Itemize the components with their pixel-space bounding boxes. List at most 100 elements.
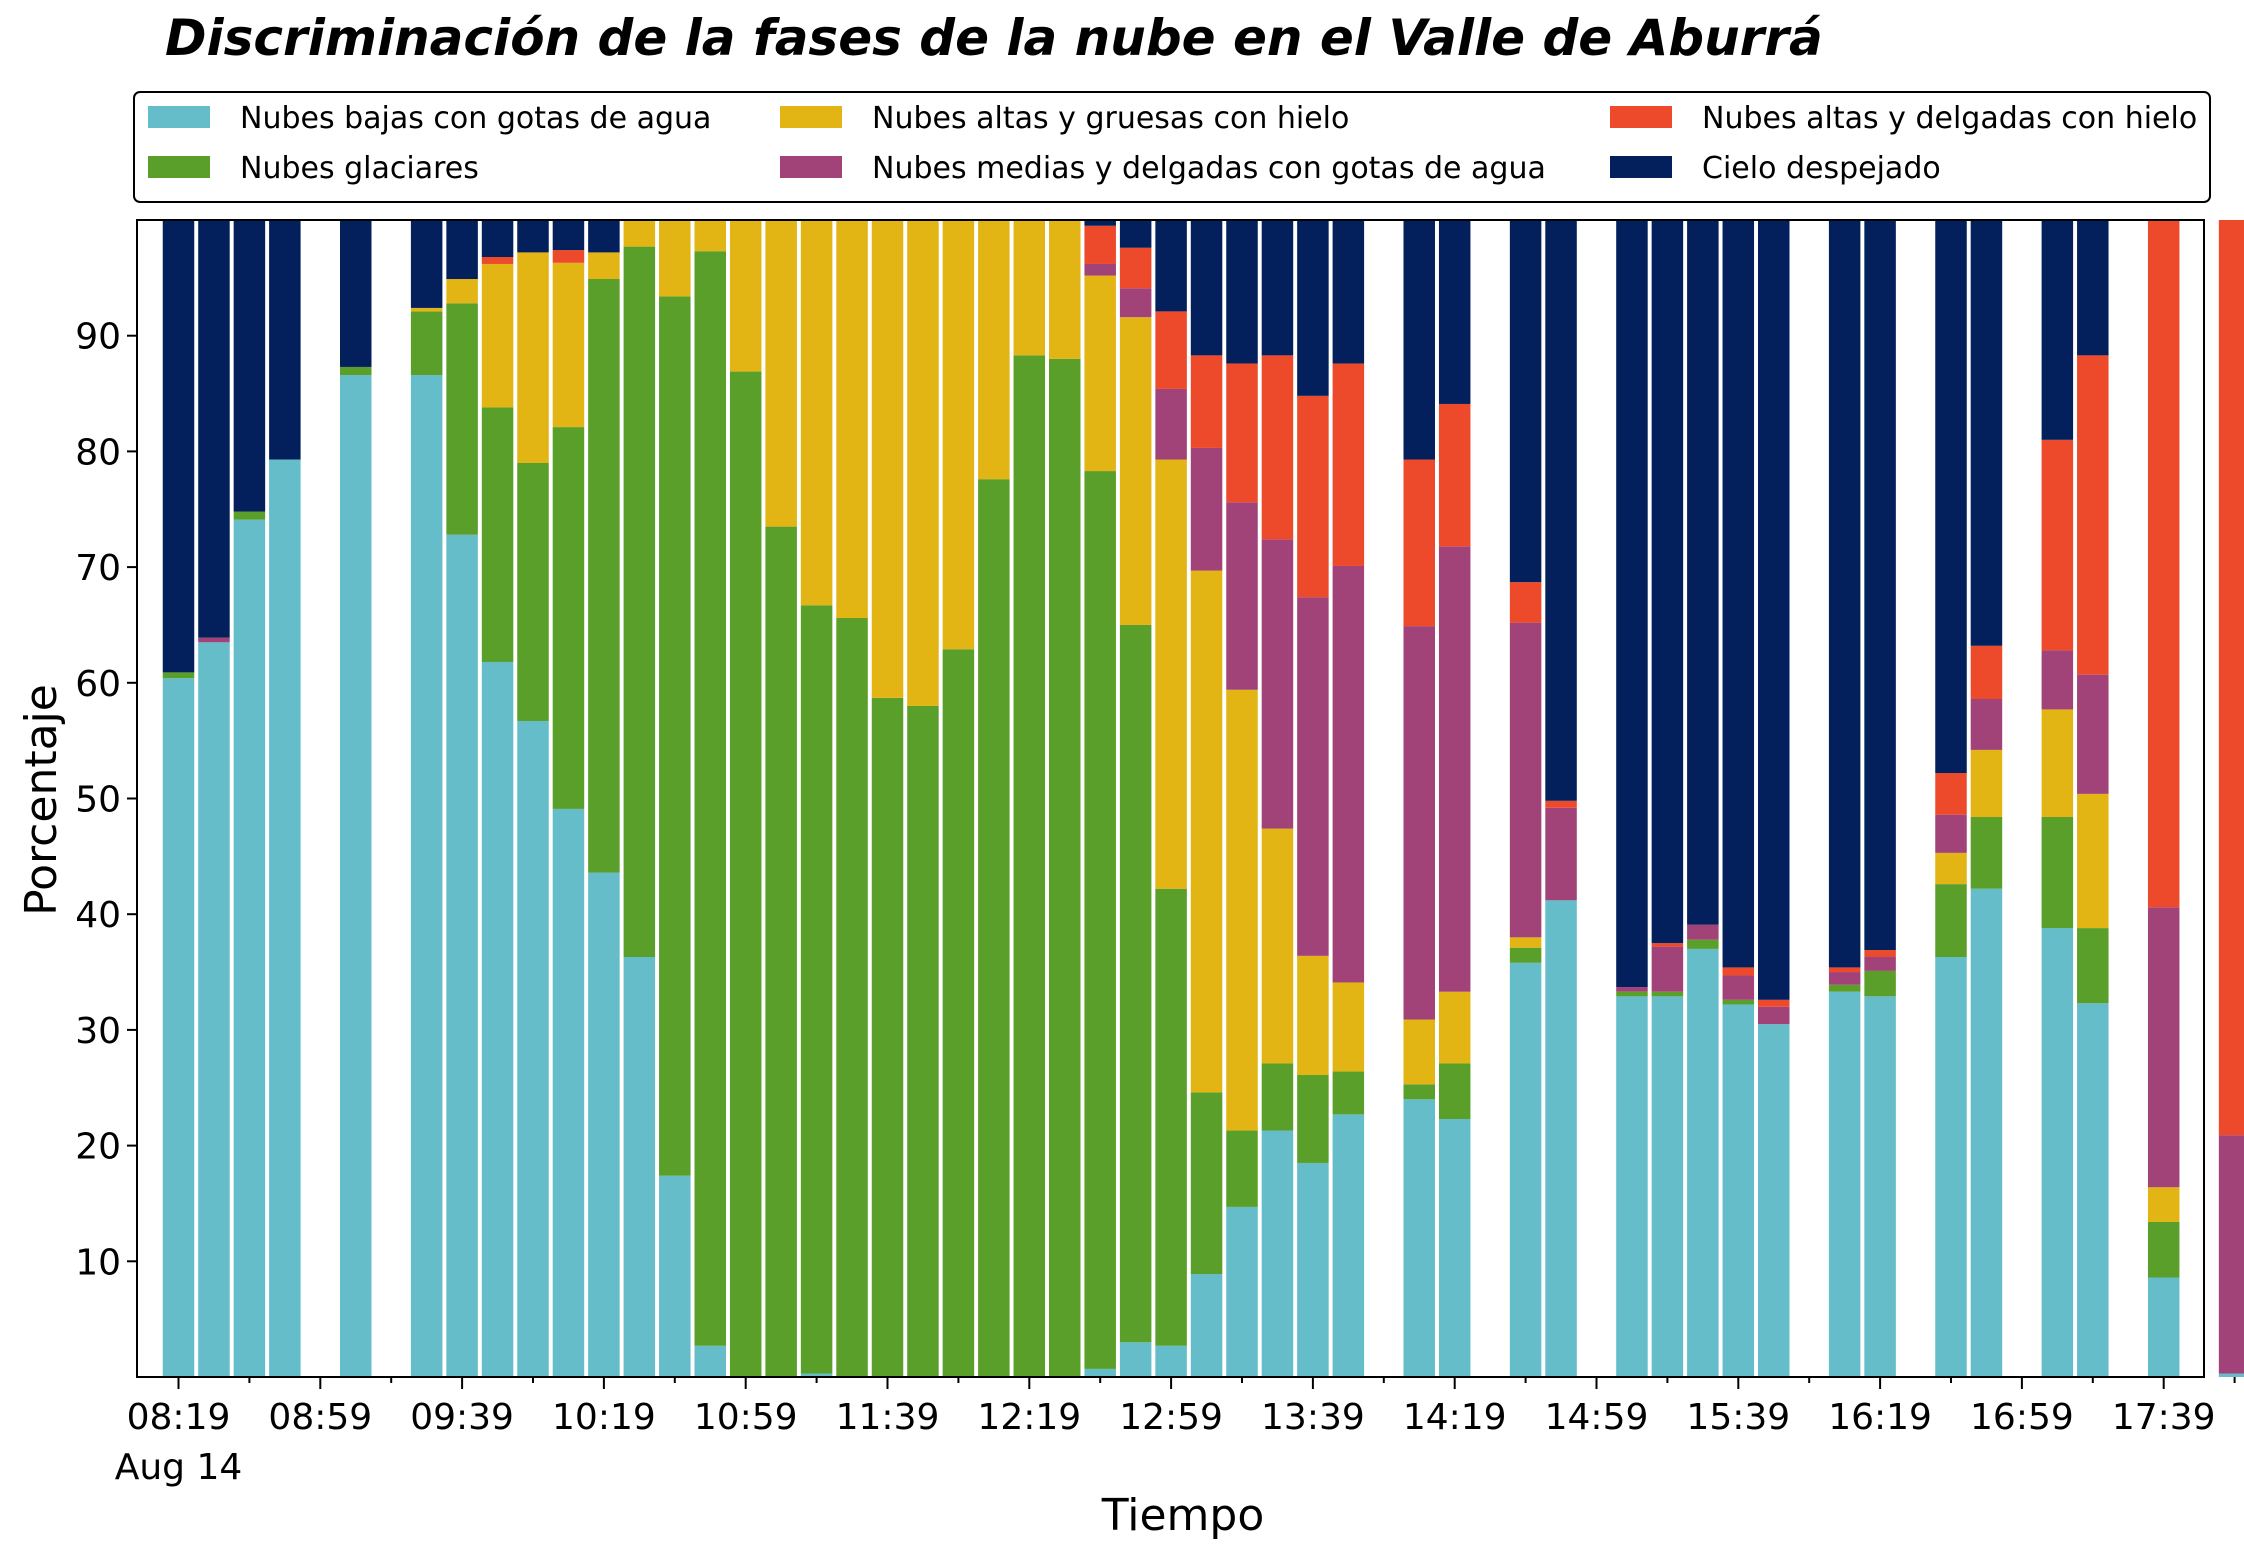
bar-segment-medias xyxy=(1970,699,2003,750)
bar-segment-altas_delgadas xyxy=(1332,363,1365,566)
bar-stack xyxy=(552,220,585,1377)
legend-swatch xyxy=(148,106,210,128)
y-tick-label: 80 xyxy=(75,432,121,473)
x-tick-label: 08:59 xyxy=(268,1397,372,1438)
bar-segment-glaciares xyxy=(233,511,266,520)
bar-segment-altas_delgadas xyxy=(1935,773,1967,815)
bar-segment-bajas xyxy=(340,375,372,1377)
bar-segment-bajas xyxy=(588,872,620,1377)
bar-segment-altas_gruesas xyxy=(1509,937,1542,948)
bar-segment-bajas xyxy=(269,459,301,1377)
bar-segment-altas_gruesas xyxy=(2077,793,2109,929)
bar-segment-bajas xyxy=(1935,957,1967,1377)
bar-segment-bajas xyxy=(1722,1004,1755,1377)
bar-segment-glaciares xyxy=(552,427,585,809)
bar-segment-altas_delgadas xyxy=(552,250,585,263)
y-axis-label: Porcentaje xyxy=(16,684,67,916)
bar-segment-medias xyxy=(1722,975,1755,1000)
bar-segment-medias xyxy=(2147,907,2180,1188)
x-tick-label: 09:39 xyxy=(410,1397,514,1438)
bar-segment-despejado xyxy=(1970,220,2003,646)
bar-segment-altas_delgadas xyxy=(481,257,514,264)
bar-segment-altas_delgadas xyxy=(1190,355,1223,448)
bar-segment-despejado xyxy=(1332,220,1365,364)
bar-segment-glaciares xyxy=(1616,991,1648,997)
bar-segment-glaciares xyxy=(2041,817,2074,929)
bar-stack xyxy=(1226,220,1258,1377)
legend-item-medias: Nubes medias y delgadas con gotas de agu… xyxy=(780,151,1546,186)
legend-frame xyxy=(133,91,2211,203)
bar-segment-altas_delgadas xyxy=(1119,247,1152,289)
legend-label: Nubes altas y delgadas con hielo xyxy=(1702,101,2197,136)
bar-segment-despejado xyxy=(1155,220,1187,312)
bar-segment-despejado xyxy=(588,220,620,253)
y-tick-label: 30 xyxy=(75,1011,121,1052)
bar-segment-bajas xyxy=(517,720,549,1377)
bar-segment-altas_gruesas xyxy=(765,220,797,527)
bar-stack xyxy=(1616,220,1648,1377)
bar-segment-altas_gruesas xyxy=(481,263,514,408)
y-tick-label: 10 xyxy=(75,1242,121,1283)
bar-segment-altas_delgadas xyxy=(1226,363,1258,503)
bar-segment-glaciares xyxy=(1722,999,1755,1005)
bar-segment-bajas xyxy=(2077,1003,2109,1377)
bar-segment-bajas xyxy=(410,375,443,1377)
bar-segment-despejado xyxy=(1297,220,1329,396)
bar-segment-medias xyxy=(1651,946,1684,992)
bar-segment-bajas xyxy=(481,661,514,1377)
bar-stack xyxy=(1049,220,1081,1378)
bar-segment-glaciares xyxy=(1332,1071,1365,1115)
bar-segment-altas_gruesas xyxy=(1119,317,1152,625)
bar-segment-glaciares xyxy=(1297,1075,1329,1163)
bar-segment-despejado xyxy=(233,220,266,512)
bar-segment-glaciares xyxy=(871,697,904,1377)
bar-segment-bajas xyxy=(2041,928,2074,1377)
bar-segment-despejado xyxy=(1828,220,1861,968)
bar-segment-bajas xyxy=(233,519,266,1377)
bar-stack xyxy=(162,220,195,1377)
bar-segment-altas_gruesas xyxy=(1935,852,1967,885)
y-tick-label: 20 xyxy=(75,1127,121,1168)
bar-stack xyxy=(1970,220,2003,1377)
bar-segment-glaciares xyxy=(1013,355,1046,1377)
bar-segment-glaciares xyxy=(481,407,514,662)
bar-segment-medias xyxy=(1438,546,1471,992)
bar-segment-altas_gruesas xyxy=(623,220,656,247)
bar-segment-altas_delgadas xyxy=(1438,403,1471,547)
bar-segment-altas_gruesas xyxy=(694,220,726,252)
bar-segment-glaciares xyxy=(1509,947,1542,963)
bar-segment-bajas xyxy=(1438,1118,1471,1377)
bar-segment-altas_delgadas xyxy=(2218,220,2244,1136)
bar-segment-medias xyxy=(1261,539,1294,829)
bar-stack xyxy=(2147,220,2180,1377)
legend-item-despejado: Cielo despejado xyxy=(1610,151,1941,186)
bar-stack xyxy=(800,220,833,1377)
bar-stack xyxy=(446,220,478,1377)
legend-label: Nubes bajas con gotas de agua xyxy=(240,101,711,136)
bar-stack xyxy=(659,220,691,1377)
bar-segment-despejado xyxy=(1722,220,1755,968)
bar-segment-bajas xyxy=(1545,900,1577,1377)
bar-segment-altas_gruesas xyxy=(1438,991,1471,1064)
bar-segment-glaciares xyxy=(1084,471,1116,1369)
bar-segment-despejado xyxy=(198,220,230,638)
bar-segment-despejado xyxy=(1403,220,1435,460)
bar-segment-altas_gruesas xyxy=(1084,275,1116,472)
chart-title: Discriminación de la fases de la nube en… xyxy=(165,9,1823,67)
bar-stack xyxy=(1190,220,1223,1377)
legend-swatch xyxy=(1610,106,1672,128)
bar-segment-glaciares xyxy=(907,705,939,1377)
bar-segment-medias xyxy=(1509,622,1542,938)
bar-stack xyxy=(694,220,726,1377)
bar-segment-glaciares xyxy=(1403,1084,1435,1100)
bar-segment-altas_gruesas xyxy=(1013,220,1046,356)
bar-stack xyxy=(1438,220,1471,1377)
bar-segment-bajas xyxy=(552,808,585,1377)
bar-segment-despejado xyxy=(1261,220,1294,356)
bar-segment-glaciares xyxy=(1828,984,1861,992)
legend-label: Nubes medias y delgadas con gotas de agu… xyxy=(872,151,1546,186)
bar-segment-bajas xyxy=(162,678,195,1377)
bar-segment-medias xyxy=(198,637,230,643)
bar-segment-glaciares xyxy=(765,526,797,1377)
bar-stack xyxy=(588,220,620,1377)
